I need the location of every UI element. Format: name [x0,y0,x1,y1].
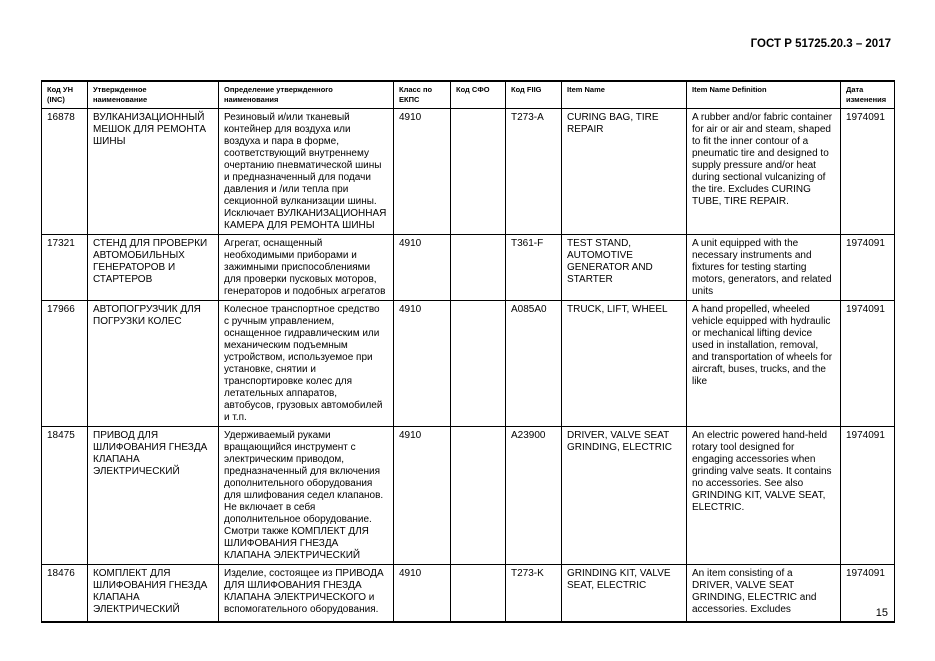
cell-fiig-code: T273-A [505,108,562,235]
cell-approved-name: ВУЛКАНИЗАЦИОННЫЙ МЕШОК ДЛЯ РЕМОНТА ШИНЫ [87,108,219,235]
cell-item-name-definition: An item consisting of a DRIVER, VALVE SE… [686,564,841,622]
cell-inc-code: 16878 [41,108,88,235]
cell-item-name: TEST STAND, AUTOMOTIVE GENERATOR AND STA… [561,234,687,301]
cell-item-name: DRIVER, VALVE SEAT GRINDING, ELECTRIC [561,426,687,565]
cell-fiig-code: A23900 [505,426,562,565]
column-header-ekps-class: Класс по ЕКПС [393,80,451,109]
cell-fiig-code: T361-F [505,234,562,301]
column-header-sfo-code: Код СФО [450,80,506,109]
cell-fiig-code: T273-K [505,564,562,622]
cell-ekps-class: 4910 [393,564,451,622]
cell-approved-name: АВТОПОГРУЗЧИК ДЛЯ ПОГРУЗКИ КОЛЕС [87,300,219,427]
cell-change-date: 1974091 [840,426,895,565]
cell-ekps-class: 4910 [393,426,451,565]
table-row: 18476 КОМПЛЕКТ ДЛЯ ШЛИФОВАНИЯ ГНЕЗДА КЛАП… [41,564,895,622]
cell-sfo-code [450,108,506,235]
cell-ekps-class: 4910 [393,300,451,427]
cell-approved-name-definition: Изделие, состоящее из ПРИВОДА ДЛЯ ШЛИФОВ… [218,564,394,622]
column-header-inc-code: Код УН (INC) [41,80,88,109]
column-header-change-date: Дата изменения [840,80,895,109]
cell-approved-name-definition: Резиновый и/или тканевый контейнер для в… [218,108,394,235]
cell-sfo-code [450,234,506,301]
cell-item-name-definition: A hand propelled, wheeled vehicle equipp… [686,300,841,427]
cell-item-name-definition: A rubber and/or fabric container for air… [686,108,841,235]
table-row: 17966 АВТОПОГРУЗЧИК ДЛЯ ПОГРУЗКИ КОЛЕС Кол… [41,300,895,427]
cell-item-name: TRUCK, LIFT, WHEEL [561,300,687,427]
table-header-row: Код УН (INC) Утвержденное наименование Опр… [41,80,895,109]
cell-approved-name-definition: Агрегат, оснащенный необходимыми прибора… [218,234,394,301]
cell-item-name-definition: A unit equipped with the necessary instr… [686,234,841,301]
cell-item-name-definition: An electric powered hand-held rotary too… [686,426,841,565]
cell-approved-name-definition: Удерживаемый руками вращающийся инструме… [218,426,394,565]
cell-inc-code: 18476 [41,564,88,622]
table-row: 16878 ВУЛКАНИЗАЦИОННЫЙ МЕШОК ДЛЯ РЕМОНТА … [41,108,895,235]
item-names-table: Код УН (INC) Утвержденное наименование Опр… [41,80,895,623]
cell-change-date: 1974091 [840,564,895,622]
cell-inc-code: 17321 [41,234,88,301]
column-header-approved-name-definition: Определение утвержденного наименования [218,80,394,109]
cell-approved-name: КОМПЛЕКТ ДЛЯ ШЛИФОВАНИЯ ГНЕЗДА КЛАПАНА Э… [87,564,219,622]
cell-approved-name: СТЕНД ДЛЯ ПРОВЕРКИ АВТОМОБИЛЬНЫХ ГЕНЕРАТ… [87,234,219,301]
cell-ekps-class: 4910 [393,234,451,301]
column-header-fiig-code: Код FIIG [505,80,562,109]
cell-change-date: 1974091 [840,300,895,427]
cell-ekps-class: 4910 [393,108,451,235]
cell-inc-code: 17966 [41,300,88,427]
standard-number: ГОСТ Р 51725.20.3 – 2017 [750,38,891,50]
page-number: 15 [875,607,888,619]
cell-sfo-code [450,564,506,622]
table-row: 18475 ПРИВОД ДЛЯ ШЛИФОВАНИЯ ГНЕЗДА КЛАПАН… [41,426,895,565]
cell-approved-name: ПРИВОД ДЛЯ ШЛИФОВАНИЯ ГНЕЗДА КЛАПАНА ЭЛЕ… [87,426,219,565]
column-header-item-name-definition: Item Name Definition [686,80,841,109]
cell-item-name: GRINDING KIT, VALVE SEAT, ELECTRIC [561,564,687,622]
cell-inc-code: 18475 [41,426,88,565]
column-header-item-name: Item Name [561,80,687,109]
cell-change-date: 1974091 [840,108,895,235]
table-row: 17321 СТЕНД ДЛЯ ПРОВЕРКИ АВТОМОБИЛЬНЫХ ГЕ… [41,234,895,301]
cell-sfo-code [450,426,506,565]
cell-sfo-code [450,300,506,427]
cell-change-date: 1974091 [840,234,895,301]
column-header-approved-name: Утвержденное наименование [87,80,219,109]
cell-fiig-code: A085A0 [505,300,562,427]
cell-item-name: CURING BAG, TIRE REPAIR [561,108,687,235]
cell-approved-name-definition: Колесное транспортное средство с ручным … [218,300,394,427]
